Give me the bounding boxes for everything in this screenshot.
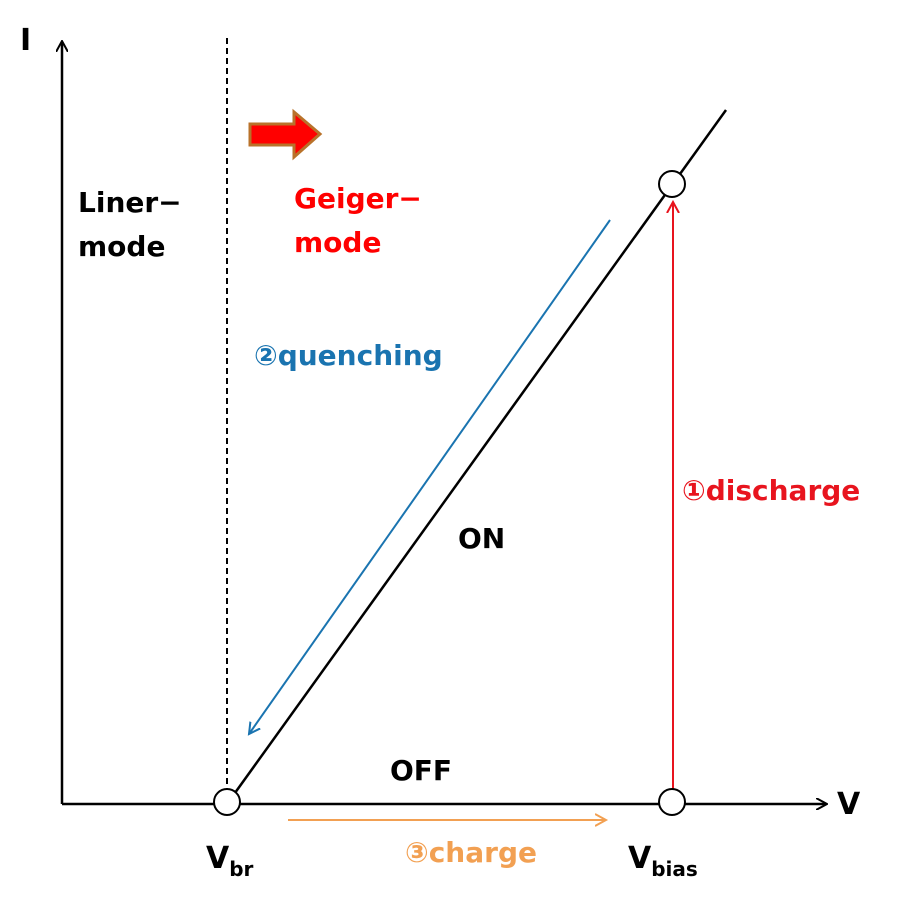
vbr-label-main: V [206, 841, 230, 876]
quenching-label: ②quenching [254, 339, 443, 372]
on-state-line [225, 109, 728, 805]
off-state-label: OFF [390, 754, 452, 787]
geiger-mode-label-line1: Geiger− [294, 182, 422, 215]
x-axis-label: V [837, 787, 861, 822]
quenching-arrow [249, 219, 611, 734]
linear-mode-label-line1: Liner− [78, 186, 182, 219]
vbr-label-sub: br [229, 857, 253, 881]
geiger-mode-label-line2: mode [294, 226, 381, 259]
vbr-label: Vbr [206, 841, 254, 881]
vbias-label-sub: bias [651, 857, 698, 881]
vbr-point [213, 788, 241, 816]
vbias-label-main: V [628, 841, 652, 876]
linear-mode-label-line2: mode [78, 230, 165, 263]
charge-label: ③charge [405, 836, 537, 869]
discharge-label: ①discharge [682, 474, 860, 507]
on-state-label: ON [458, 522, 505, 555]
vbias-label: Vbias [628, 841, 698, 881]
y-axis-label: I [20, 23, 31, 58]
geiger-direction-arrow-icon [248, 108, 323, 161]
vbias-off-point [658, 788, 686, 816]
vbias-on-point [658, 170, 686, 198]
